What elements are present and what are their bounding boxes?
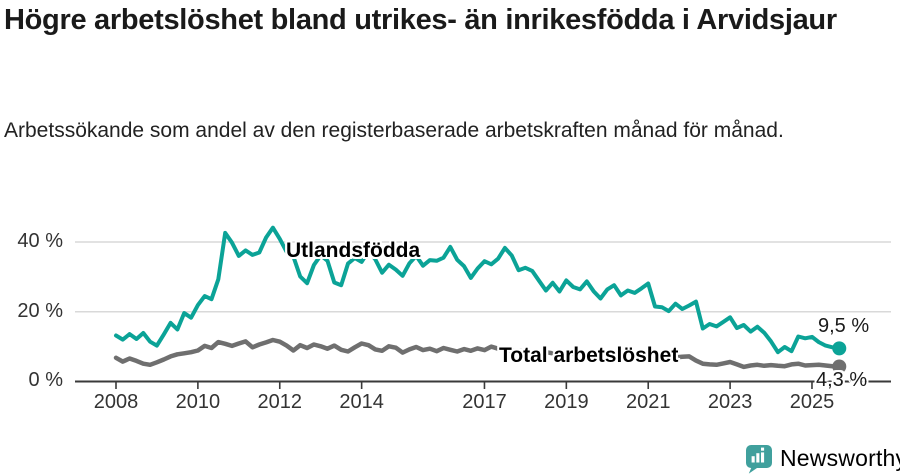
brand-name: Newsworthy [780,445,900,471]
series-label-total: Total arbetslöshet [499,344,679,367]
x-axis-label-2023: 2023 [707,391,753,413]
y-axis-label-20: 20 % [17,300,63,322]
x-axis-label-2008: 2008 [93,391,139,413]
chart-subtitle: Arbetssökande som andel av den registerb… [4,119,784,142]
newsworthy-logo-icon [746,445,772,474]
x-axis-label-2014: 2014 [339,391,384,413]
x-axis-label-2019: 2019 [544,391,589,413]
end-value-label-utlandsfodda: 9,5 % [818,315,870,337]
x-axis-label-2021: 2021 [625,391,671,413]
footer-branding: Newsworthy [744,443,900,474]
y-axis-label-0: 0 % [28,369,63,391]
x-axis-label-2012: 2012 [257,391,303,413]
x-axis-label-2017: 2017 [462,391,507,413]
end-value-label-total: 4,3 % [816,369,868,391]
series-label-utlandsfodda: Utlandsfödda [286,239,421,262]
x-axis-label-2010: 2010 [175,391,221,413]
x-axis-label-2025: 2025 [789,391,835,413]
page-title: Högre arbetslöshet bland utrikes- än inr… [4,4,837,36]
y-axis-label-40: 40 % [17,230,63,252]
